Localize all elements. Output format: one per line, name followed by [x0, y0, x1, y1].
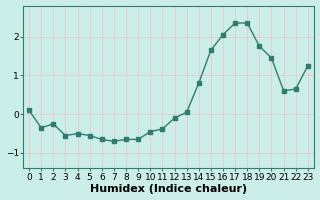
X-axis label: Humidex (Indice chaleur): Humidex (Indice chaleur): [90, 184, 247, 194]
